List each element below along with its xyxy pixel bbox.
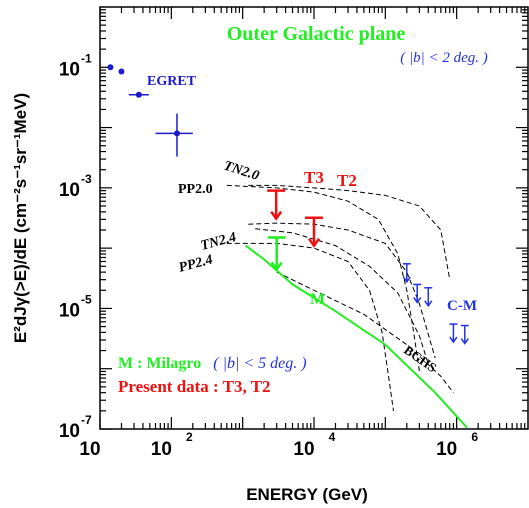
egret-points [107, 64, 193, 157]
label-tn24: TN2.4 [199, 230, 238, 254]
x-tick-exponent: 4 [329, 430, 336, 444]
x-tick-exponent: 2 [186, 430, 193, 444]
x-tick-label: 10 [151, 439, 172, 460]
y-tick-exponent: -5 [81, 292, 92, 306]
milagro-curve [245, 244, 468, 429]
model-curve-bghs [276, 271, 454, 394]
y-axis-label: E²dJγ(>E)/dE (cm⁻²s⁻¹sr⁻¹MeV) [11, 93, 30, 343]
upper-limit-arrows [267, 189, 323, 272]
y-tick-exponent: -3 [81, 172, 92, 186]
cm-limit-head [413, 297, 422, 304]
cm-limit-head [449, 336, 458, 344]
milagro-line [245, 244, 468, 429]
y-tick-label: 10 [59, 59, 80, 80]
cm-limit-head [424, 300, 433, 308]
x-tick-base: 10 [151, 439, 172, 460]
milagro-note: M : Milagro ( |b| < 5 deg. ) [118, 355, 307, 372]
present-data-note: Present data : T3, T2 [118, 377, 271, 396]
model-curve-tn2-0 [248, 184, 451, 280]
chart-subtitle: ( |b| < 2 deg. ) [400, 50, 488, 66]
y-tick-label: 10 [59, 180, 80, 201]
label-t3: T3 [304, 168, 324, 187]
y-tick-label: 10 [59, 421, 80, 442]
model-curves [226, 184, 454, 411]
x-tick-base: 10 [436, 439, 457, 460]
x-axis-label: ENERGY (GeV) [246, 485, 368, 504]
label-egret: EGRET [147, 74, 197, 89]
label-pp20: PP2.0 [178, 182, 213, 197]
milagro-note-name: M : Milagro [118, 355, 201, 372]
label-bghs: BGHS [401, 342, 439, 375]
label-tn20: TN2.0 [222, 159, 261, 184]
y-tick-exponent: -1 [81, 51, 92, 65]
limit-head-m [270, 261, 283, 272]
limit-head-t2 [307, 237, 321, 248]
egret-point [118, 68, 125, 75]
model-curve-pp2-0 [226, 184, 420, 372]
x-tick-label: 10 [293, 439, 314, 460]
egret-point [173, 130, 180, 137]
chart-title: Outer Galactic plane [227, 23, 406, 45]
label-m: M [310, 291, 325, 308]
model-curve-c-m-model [255, 228, 429, 365]
y-tick-label: 10 [59, 300, 80, 321]
label-t2: T2 [337, 171, 357, 190]
model-curve-pp2-4 [226, 242, 394, 411]
label-pp24: PP2.4 [177, 252, 214, 275]
cm-limit-head [460, 338, 469, 345]
x-tick-exponent: 6 [471, 430, 478, 444]
egret-point [135, 91, 142, 98]
milagro-note-range: ( |b| < 5 deg. ) [213, 355, 306, 372]
label-cm: C-M [447, 298, 477, 314]
y-tick-exponent: -7 [81, 413, 92, 427]
x-tick-base: 10 [79, 439, 100, 460]
cm-limit-arrows [402, 263, 469, 345]
limit-head-t3 [270, 210, 283, 221]
tick-marks [99, 7, 528, 430]
x-tick-base: 10 [293, 439, 314, 460]
egret-point [107, 64, 114, 71]
x-tick-label: 10 [436, 439, 457, 460]
cm-limit-head [402, 276, 411, 284]
x-tick-label: 10 [79, 439, 100, 460]
